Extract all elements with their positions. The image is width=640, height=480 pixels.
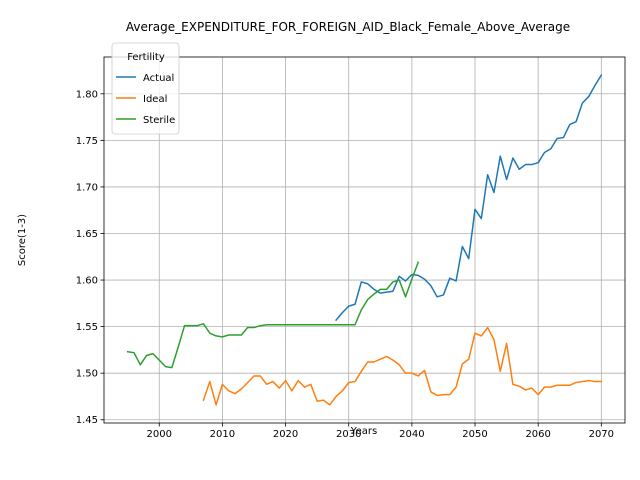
grid	[104, 57, 625, 423]
legend: Fertility Actual Ideal Sterile	[111, 42, 180, 135]
x-tick-label: 2020	[273, 429, 298, 440]
x-tick-label: 2050	[462, 429, 487, 440]
y-axis-title: Score(1-3)	[17, 214, 28, 266]
y-tick-label: 1.60	[76, 276, 98, 287]
legend-box	[111, 42, 180, 135]
series-line-actual	[335, 74, 603, 322]
y-tick-label: 1.45	[76, 415, 98, 426]
x-axis: 2000 2010 2020 2030 2040 2050 2060 2070	[147, 423, 614, 440]
series-line-sterile	[126, 261, 420, 369]
legend-title: Fertility	[127, 52, 165, 63]
y-tick-label: 1.80	[76, 89, 98, 100]
series-line-ideal	[202, 326, 603, 406]
x-tick-label: 2070	[589, 429, 614, 440]
y-tick-label: 1.65	[76, 229, 98, 240]
plot-frame	[103, 56, 626, 424]
series-lines	[126, 74, 603, 406]
legend-label-sterile: Sterile	[143, 115, 175, 126]
y-axis: 1.45 1.50 1.55 1.60 1.65 1.70 1.75 1.80	[76, 89, 104, 426]
y-tick-label: 1.55	[76, 322, 98, 333]
legend-label-actual: Actual	[143, 73, 174, 84]
legend-entries: Actual Ideal Sterile	[116, 73, 175, 126]
x-tick-label: 2060	[525, 429, 550, 440]
x-tick-label: 2040	[399, 429, 424, 440]
legend-label-ideal: Ideal	[143, 94, 167, 105]
x-tick-label: 2000	[147, 429, 172, 440]
x-tick-label: 2030	[336, 429, 361, 440]
y-tick-label: 1.70	[76, 182, 98, 193]
y-tick-label: 1.50	[76, 369, 98, 380]
chart-title: Average_EXPENDITURE_FOR_FOREIGN_AID_Blac…	[126, 20, 570, 34]
x-axis-title: Years	[350, 426, 377, 437]
y-tick-label: 1.75	[76, 136, 98, 147]
x-tick-label: 2010	[210, 429, 235, 440]
